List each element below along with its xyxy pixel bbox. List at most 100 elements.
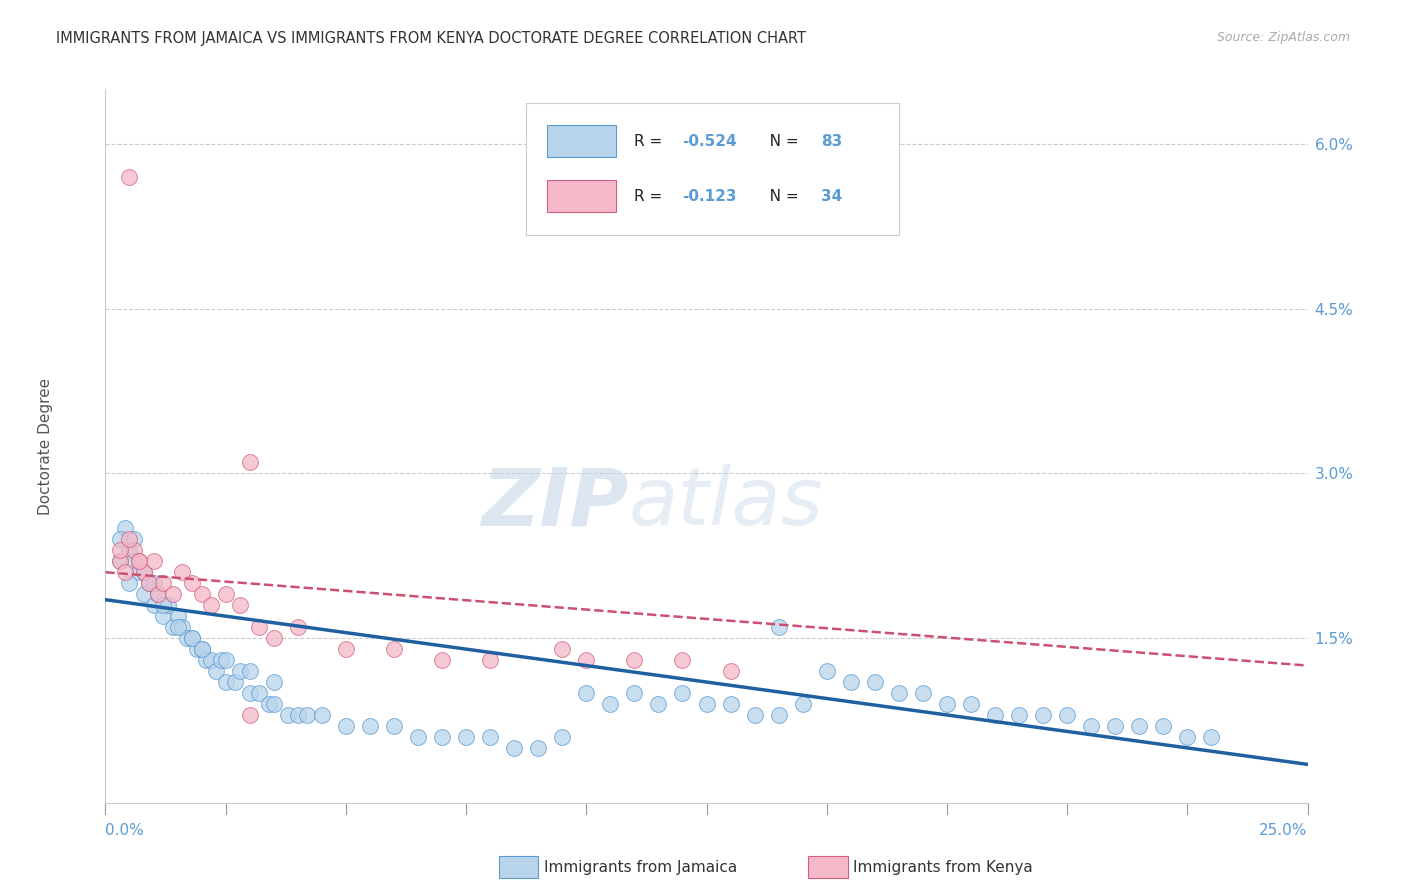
Point: [863, 675, 886, 690]
Point: [239, 455, 262, 469]
Point: [671, 686, 693, 700]
Point: [257, 697, 280, 711]
Point: [382, 642, 405, 657]
Point: [190, 642, 212, 657]
Point: [142, 576, 165, 591]
Point: [623, 686, 645, 700]
Point: [311, 708, 333, 723]
FancyBboxPatch shape: [526, 103, 898, 235]
Point: [768, 620, 790, 634]
Point: [1032, 708, 1054, 723]
Point: [224, 675, 246, 690]
Point: [142, 554, 165, 568]
Point: [696, 697, 718, 711]
Point: [239, 686, 262, 700]
Text: Doctorate Degree: Doctorate Degree: [38, 377, 53, 515]
Point: [936, 697, 959, 711]
Point: [263, 631, 285, 645]
Point: [214, 587, 236, 601]
Text: IMMIGRANTS FROM JAMAICA VS IMMIGRANTS FROM KENYA DOCTORATE DEGREE CORRELATION CH: IMMIGRANTS FROM JAMAICA VS IMMIGRANTS FR…: [56, 31, 806, 46]
Text: Source: ZipAtlas.com: Source: ZipAtlas.com: [1216, 31, 1350, 45]
Point: [287, 620, 309, 634]
Point: [114, 566, 136, 580]
Point: [247, 620, 270, 634]
Text: -0.524: -0.524: [682, 134, 737, 149]
Point: [1080, 719, 1102, 733]
Point: [118, 543, 141, 558]
Point: [720, 697, 742, 711]
Point: [132, 566, 155, 580]
Point: [190, 642, 212, 657]
Point: [114, 521, 136, 535]
Point: [1175, 730, 1198, 744]
Point: [118, 533, 141, 547]
Point: [406, 730, 429, 744]
Point: [118, 576, 141, 591]
Point: [839, 675, 862, 690]
Text: N =: N =: [755, 189, 803, 203]
Point: [162, 620, 184, 634]
Point: [142, 598, 165, 612]
Point: [430, 653, 453, 667]
Point: [479, 653, 502, 667]
Text: R =: R =: [634, 189, 668, 203]
Text: ZIP: ZIP: [481, 464, 628, 542]
Point: [430, 730, 453, 744]
Point: [166, 620, 188, 634]
Point: [527, 740, 550, 755]
Point: [479, 730, 502, 744]
Point: [1008, 708, 1031, 723]
Point: [623, 653, 645, 667]
Point: [132, 566, 155, 580]
Point: [156, 598, 179, 612]
Point: [1128, 719, 1150, 733]
Point: [128, 566, 150, 580]
Point: [239, 664, 262, 678]
Point: [181, 631, 204, 645]
Point: [768, 708, 790, 723]
Point: [382, 719, 405, 733]
Point: [138, 576, 160, 591]
Text: R =: R =: [634, 134, 668, 149]
Point: [152, 609, 174, 624]
Text: 34: 34: [821, 189, 842, 203]
Point: [239, 708, 262, 723]
Point: [162, 587, 184, 601]
Point: [124, 554, 146, 568]
Point: [124, 543, 146, 558]
Point: [503, 740, 526, 755]
Point: [205, 664, 228, 678]
Point: [263, 675, 285, 690]
Point: [181, 576, 204, 591]
Bar: [547, 180, 616, 212]
Point: [200, 653, 222, 667]
Point: [172, 566, 194, 580]
Point: [1201, 730, 1223, 744]
Text: N =: N =: [755, 134, 803, 149]
Point: [297, 708, 319, 723]
Point: [247, 686, 270, 700]
Point: [335, 719, 357, 733]
Point: [575, 686, 598, 700]
Point: [647, 697, 669, 711]
Point: [671, 653, 693, 667]
Point: [166, 609, 188, 624]
Text: -0.123: -0.123: [682, 189, 737, 203]
Point: [128, 554, 150, 568]
Point: [911, 686, 934, 700]
Point: [1104, 719, 1126, 733]
Text: atlas: atlas: [628, 464, 823, 542]
Point: [209, 653, 232, 667]
Point: [335, 642, 357, 657]
Text: Immigrants from Kenya: Immigrants from Kenya: [853, 860, 1033, 874]
Point: [148, 587, 170, 601]
Point: [359, 719, 381, 733]
Text: 83: 83: [821, 134, 842, 149]
Point: [138, 576, 160, 591]
Point: [263, 697, 285, 711]
Point: [108, 533, 131, 547]
Point: [960, 697, 983, 711]
Point: [148, 587, 170, 601]
Point: [132, 587, 155, 601]
Point: [229, 598, 252, 612]
